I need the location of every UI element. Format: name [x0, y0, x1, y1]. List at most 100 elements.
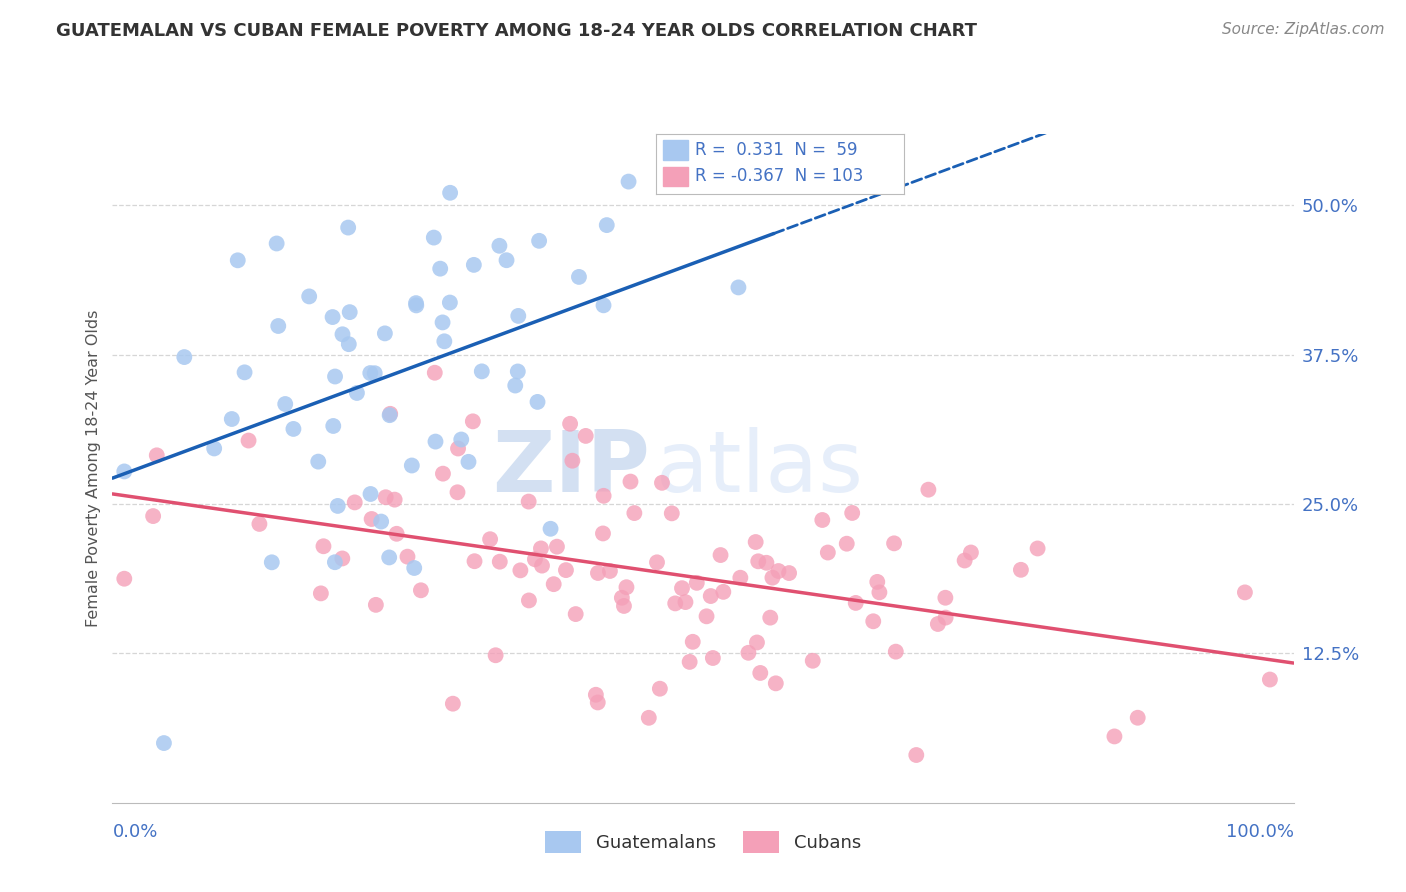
- Point: [523, 552, 546, 566]
- Point: [619, 475, 641, 489]
- Point: [508, 309, 530, 323]
- Point: [405, 296, 427, 310]
- Point: [696, 609, 718, 624]
- Point: [267, 318, 290, 333]
- Point: [283, 422, 305, 436]
- Point: [432, 467, 454, 481]
- Point: [917, 483, 939, 497]
- Point: [221, 412, 243, 426]
- Point: [429, 261, 451, 276]
- Point: [173, 350, 195, 364]
- Point: [664, 596, 686, 610]
- Point: [432, 315, 454, 329]
- Point: [905, 747, 928, 762]
- Point: [409, 583, 432, 598]
- Point: [617, 175, 640, 189]
- Point: [765, 676, 787, 690]
- Point: [727, 280, 749, 294]
- Point: [307, 455, 329, 469]
- Point: [346, 386, 368, 401]
- Point: [396, 549, 419, 564]
- Point: [359, 366, 381, 380]
- Point: [1026, 541, 1049, 556]
- Point: [530, 558, 553, 573]
- Point: [425, 434, 447, 449]
- Point: [364, 366, 387, 380]
- Point: [845, 596, 868, 610]
- Point: [364, 598, 387, 612]
- Point: [592, 526, 614, 541]
- Point: [575, 429, 598, 443]
- Point: [759, 610, 782, 624]
- Point: [378, 550, 401, 565]
- Point: [450, 433, 472, 447]
- Point: [682, 635, 704, 649]
- Point: [1258, 673, 1281, 687]
- Point: [238, 434, 260, 448]
- Point: [1126, 711, 1149, 725]
- Point: [463, 258, 485, 272]
- Legend: Guatemalans, Cubans: Guatemalans, Cubans: [538, 824, 868, 861]
- Point: [586, 695, 609, 709]
- Text: atlas: atlas: [655, 426, 863, 510]
- Point: [471, 364, 494, 378]
- Point: [488, 239, 510, 253]
- Point: [202, 442, 225, 456]
- Point: [447, 442, 470, 456]
- Point: [883, 536, 905, 550]
- Point: [862, 615, 884, 629]
- Point: [737, 646, 759, 660]
- Point: [616, 580, 638, 594]
- Point: [866, 574, 889, 589]
- Point: [730, 571, 752, 585]
- Point: [322, 419, 344, 434]
- Point: [540, 522, 562, 536]
- Point: [330, 551, 353, 566]
- Point: [1010, 563, 1032, 577]
- Point: [153, 736, 176, 750]
- Point: [506, 364, 529, 378]
- Point: [564, 607, 586, 621]
- Point: [332, 327, 354, 342]
- Point: [637, 711, 659, 725]
- Point: [526, 395, 548, 409]
- Point: [260, 555, 283, 569]
- Bar: [664, 167, 688, 186]
- Point: [592, 298, 614, 312]
- Text: ZIP: ZIP: [492, 426, 650, 510]
- Point: [841, 506, 863, 520]
- Point: [380, 407, 402, 421]
- Text: R = -0.367  N = 103: R = -0.367 N = 103: [696, 167, 863, 185]
- Point: [953, 553, 976, 567]
- Point: [433, 334, 456, 349]
- Point: [360, 512, 382, 526]
- Point: [323, 369, 346, 384]
- Point: [927, 617, 949, 632]
- Point: [266, 236, 288, 251]
- Text: 100.0%: 100.0%: [1226, 822, 1294, 841]
- Point: [384, 492, 406, 507]
- Point: [745, 635, 768, 649]
- Point: [868, 585, 890, 599]
- Point: [645, 555, 668, 569]
- Point: [423, 366, 446, 380]
- Point: [610, 591, 633, 605]
- Point: [596, 218, 619, 232]
- Point: [935, 610, 957, 624]
- Point: [446, 485, 468, 500]
- Point: [405, 298, 427, 312]
- Point: [561, 454, 583, 468]
- Point: [555, 563, 578, 577]
- Y-axis label: Female Poverty Among 18-24 Year Olds: Female Poverty Among 18-24 Year Olds: [86, 310, 101, 627]
- Point: [112, 572, 135, 586]
- Point: [517, 593, 540, 607]
- Point: [337, 220, 360, 235]
- Point: [679, 655, 702, 669]
- Point: [112, 465, 135, 479]
- Point: [648, 681, 671, 696]
- Point: [700, 589, 723, 603]
- Point: [835, 537, 858, 551]
- Point: [817, 545, 839, 559]
- Point: [249, 516, 271, 531]
- Point: [337, 337, 360, 351]
